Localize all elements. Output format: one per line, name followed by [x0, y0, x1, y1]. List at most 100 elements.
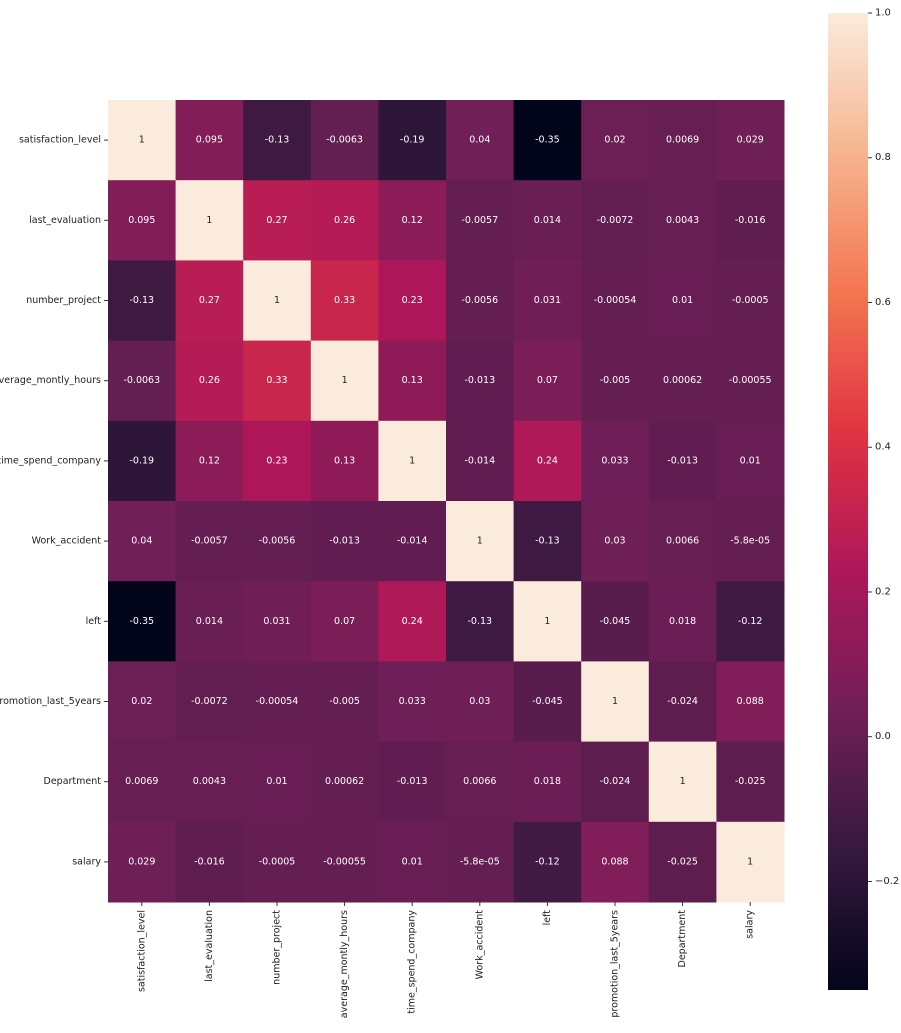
cell-annotation: 0.13 — [334, 455, 355, 466]
heatmap-cell — [310, 180, 379, 261]
heatmap-cell — [581, 420, 650, 502]
cell-annotation: 0.12 — [199, 455, 220, 466]
heatmap-cell — [378, 821, 447, 903]
cell-annotation: 0.0066 — [463, 776, 496, 787]
cell-annotation: 0.014 — [196, 616, 223, 627]
cell-annotation: -0.005 — [600, 375, 631, 386]
cell-annotation: -0.045 — [532, 696, 563, 707]
heatmap-cell — [648, 741, 717, 823]
colorbar-tick-label: 0.8 — [875, 152, 891, 163]
colorbar-tick-label: 0.6 — [875, 297, 891, 308]
heatmap-cell — [446, 821, 515, 903]
heatmap-cell — [175, 100, 244, 181]
heatmap-cell — [648, 180, 717, 261]
cell-annotation: -0.0005 — [259, 856, 296, 867]
cell-annotation: 0.26 — [199, 375, 220, 386]
heatmap-cell — [716, 501, 785, 582]
x-tick-label: time_spend_company — [407, 910, 418, 1014]
cell-annotation: -0.0072 — [191, 696, 228, 707]
heatmap-cell — [310, 420, 379, 502]
heatmap-cell — [716, 420, 785, 502]
cell-annotation: 0.33 — [334, 295, 355, 306]
cell-annotation: 0.01 — [740, 455, 761, 466]
cell-annotation: 1 — [747, 856, 753, 867]
heatmap-cell — [243, 100, 312, 181]
heatmap-cell — [175, 661, 244, 743]
cell-annotation: 0.23 — [266, 455, 287, 466]
heatmap-cell — [108, 340, 177, 422]
heatmap-cell — [716, 260, 785, 342]
y-tick-label: number_project — [26, 295, 101, 306]
heatmap-cell — [513, 260, 582, 342]
cell-annotation: 1 — [612, 696, 618, 707]
heatmap-cell — [243, 340, 312, 422]
heatmap-cell — [108, 501, 177, 582]
cell-annotation: -0.014 — [464, 455, 495, 466]
heatmap-cell — [513, 741, 582, 823]
y-tick-label: time_spend_company — [0, 455, 101, 466]
cell-annotation: 0.04 — [469, 135, 490, 146]
heatmap-cell — [310, 501, 379, 582]
heatmap-cell — [513, 340, 582, 422]
heatmap-cell — [310, 340, 379, 422]
y-tick-label: average_montly_hours — [0, 375, 101, 386]
cell-annotation: 0.27 — [199, 295, 220, 306]
cell-annotation: -0.013 — [464, 375, 495, 386]
heatmap-cell — [716, 661, 785, 743]
heatmap-cell — [446, 340, 515, 422]
cell-annotation: 0.23 — [402, 295, 423, 306]
heatmap-cell — [243, 260, 312, 342]
x-tick-label: promotion_last_5years — [610, 910, 621, 1018]
heatmap-cell — [581, 180, 650, 261]
cell-annotation: 0.095 — [196, 135, 223, 146]
x-tick-label: salary — [745, 910, 756, 939]
cell-annotation: 1 — [206, 215, 212, 226]
cell-annotation: -0.0057 — [461, 215, 498, 226]
heatmap-cell — [716, 741, 785, 823]
heatmap-cell — [243, 821, 312, 903]
cell-annotation: -0.014 — [397, 536, 428, 547]
heatmap-cell — [513, 100, 582, 181]
cell-annotation: 0.02 — [131, 696, 152, 707]
cell-annotation: 0.033 — [399, 696, 426, 707]
heatmap-cell — [175, 260, 244, 342]
cell-annotation: 0.27 — [266, 215, 287, 226]
cell-annotation: 0.03 — [604, 536, 625, 547]
cell-annotation: -0.013 — [667, 455, 698, 466]
heatmap-cell — [378, 420, 447, 502]
cell-annotation: -0.00055 — [323, 856, 366, 867]
cell-annotation: 0.0069 — [666, 135, 699, 146]
cell-annotation: 0.01 — [672, 295, 693, 306]
cell-annotation: 0.031 — [263, 616, 290, 627]
colorbar-tick-label: 1.0 — [875, 8, 891, 19]
cell-annotation: -0.35 — [130, 616, 155, 627]
heatmap-cell — [378, 741, 447, 823]
cell-annotation: 0.095 — [128, 215, 155, 226]
cell-annotation: 0.088 — [737, 696, 764, 707]
y-tick-label: last_evaluation — [29, 215, 101, 226]
colorbar-tick-label: −0.2 — [875, 876, 899, 887]
heatmap-cell — [581, 340, 650, 422]
cell-annotation: -0.00054 — [594, 295, 637, 306]
heatmap-cell — [175, 420, 244, 502]
cell-annotation: -0.024 — [667, 696, 698, 707]
cell-annotation: 0.02 — [604, 135, 625, 146]
heatmap-cell — [446, 100, 515, 181]
cell-annotation: -0.19 — [130, 455, 155, 466]
cell-annotation: -0.00054 — [256, 696, 299, 707]
heatmap-cell — [446, 501, 515, 582]
heatmap-cell — [648, 420, 717, 502]
cell-annotation: 0.04 — [131, 536, 152, 547]
colorbar: 1.0 0.8 0.6 0.4 0.2 0.0 −0.2 — [828, 8, 899, 990]
heatmap-cell — [513, 180, 582, 261]
colorbar-gradient — [828, 13, 868, 990]
y-tick-label: Department — [44, 776, 102, 787]
heatmap-cell — [175, 581, 244, 662]
y-tick-label: satisfaction_level — [19, 135, 101, 146]
cell-annotation: -0.0063 — [123, 375, 160, 386]
heatmap-cell — [581, 501, 650, 582]
heatmap-cell — [310, 821, 379, 903]
heatmap-cell — [378, 661, 447, 743]
x-tick-label: average_montly_hours — [339, 910, 350, 1018]
cell-annotation: -5.8e-05 — [460, 856, 500, 867]
